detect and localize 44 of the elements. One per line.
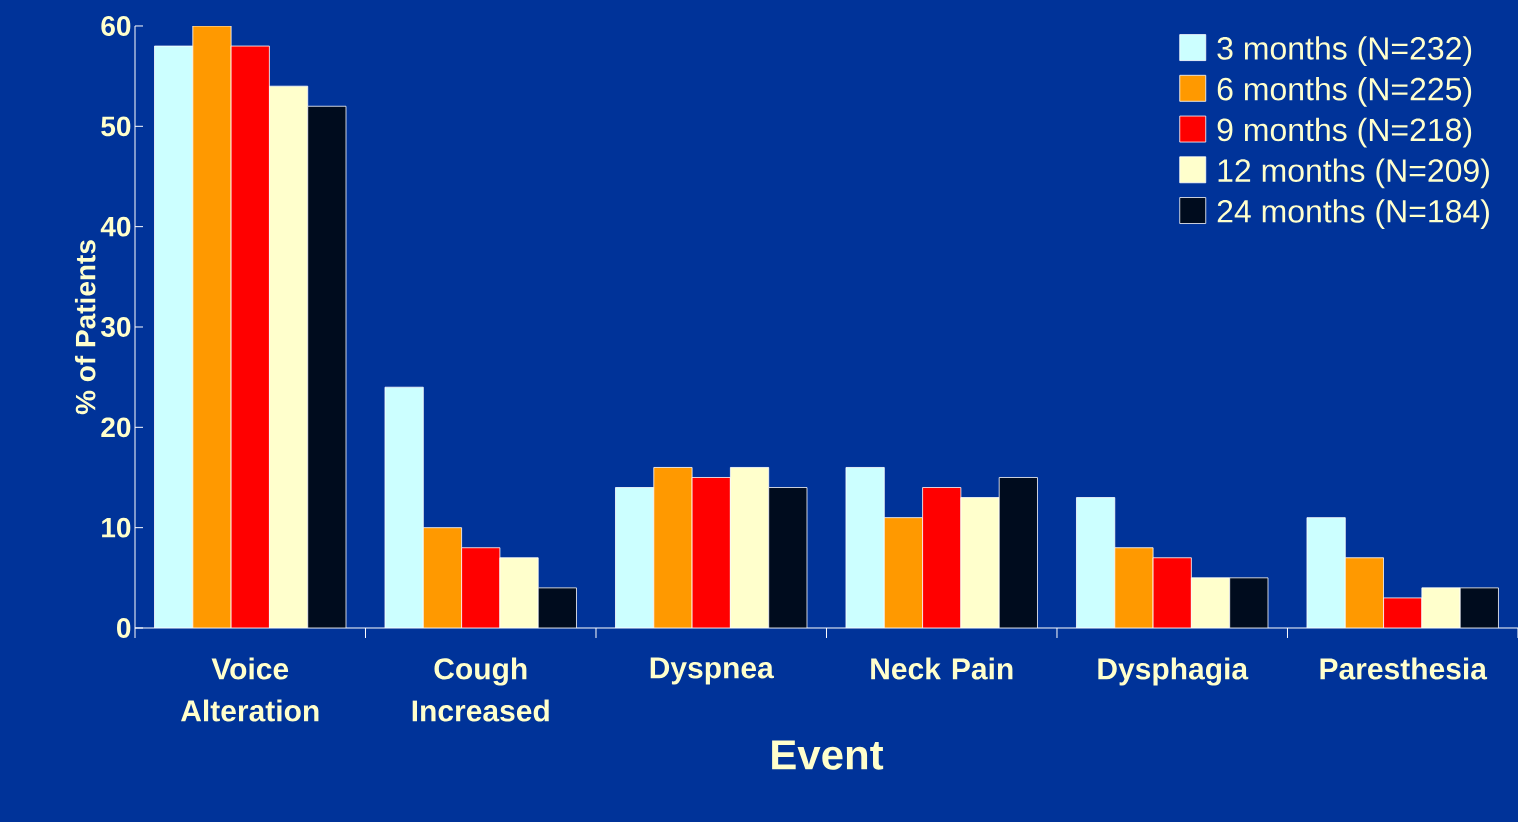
x-axis-title: Event [772, 740, 884, 770]
bar [154, 46, 193, 628]
y-tick-label: 40 [100, 216, 131, 237]
y-tick-label: 60 [101, 16, 131, 36]
x-tick-label: Dyspnea [650, 657, 774, 685]
legend-label: 9 months (N=218) [1217, 117, 1472, 148]
bar [1421, 587, 1461, 628]
bar [922, 487, 961, 628]
y-axis-title: % of Patients [74, 240, 96, 415]
bar [768, 487, 807, 628]
bar [231, 46, 270, 628]
y-tick-label: 50 [101, 116, 131, 137]
bar [960, 497, 1000, 628]
bar [384, 387, 424, 628]
x-tick-label: Paresthesia [1320, 657, 1488, 680]
bar [307, 106, 346, 628]
y-tick-label: 10 [102, 517, 131, 538]
legend-label: 6 months (N=225) [1217, 76, 1472, 107]
x-tick-label: Voice Alteration [180, 657, 319, 722]
legend-label: 24 months (N=184) [1217, 199, 1489, 229]
bar [1153, 557, 1192, 628]
bar [538, 587, 577, 628]
x-tick-label: Neck Pain [871, 657, 1013, 680]
y-tick-label: 30 [100, 317, 131, 337]
bar [615, 487, 654, 628]
y-tick-label: 0 [117, 618, 131, 638]
bar [1229, 577, 1268, 628]
bar [1459, 587, 1499, 628]
bar [269, 86, 308, 628]
bar [499, 557, 539, 628]
bar [1383, 597, 1423, 628]
bar [730, 467, 769, 628]
x-tick-label: Dysphagia [1098, 657, 1249, 686]
bar [461, 547, 500, 628]
legend-label: 3 months (N=232) [1217, 36, 1472, 67]
bar [692, 477, 731, 628]
bar [999, 477, 1038, 628]
legend-label: 12 months (N=209) [1218, 158, 1489, 189]
x-tick-label: Cough Increased [412, 657, 549, 722]
bar [845, 467, 885, 628]
bar [1191, 577, 1230, 628]
bar [1306, 517, 1346, 628]
bar [1076, 497, 1115, 628]
y-tick-label: 20 [101, 417, 131, 438]
